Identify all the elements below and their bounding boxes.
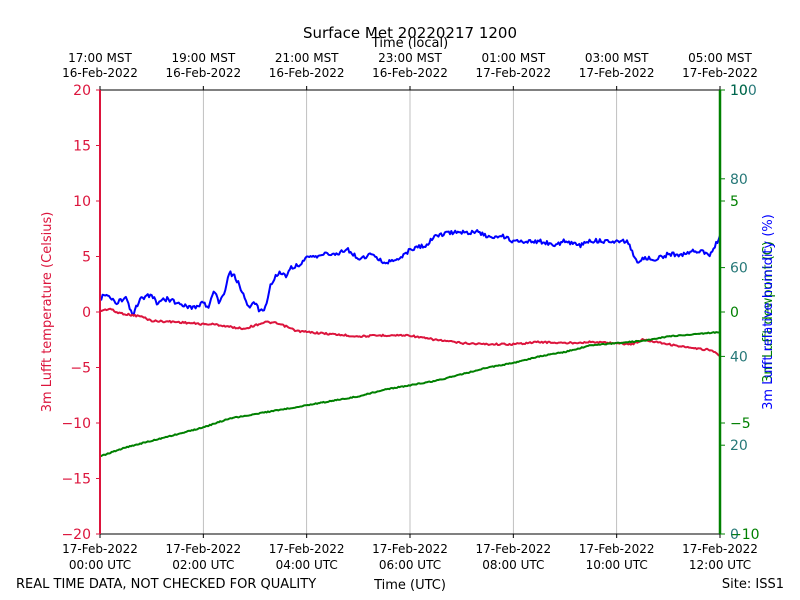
left-axis-label: 3m Lufft temperature (Celsius) — [40, 212, 55, 413]
top-tick-time-2: 21:00 MST — [275, 51, 339, 65]
bottom-tick-date-4: 17-Feb-2022 — [475, 542, 551, 556]
bottom-tick-time-3: 06:00 UTC — [379, 558, 441, 572]
left-tick-label-7: −15 — [61, 472, 91, 488]
left-tick-label-6: −10 — [61, 416, 91, 432]
bottom-tick-time-5: 10:00 UTC — [586, 558, 648, 572]
left-tick-label-3: 5 — [82, 250, 91, 266]
left-tick-label-1: 15 — [73, 139, 91, 155]
top-tick-time-0: 17:00 MST — [68, 51, 132, 65]
top-tick-time-1: 19:00 MST — [171, 51, 235, 65]
left-tick-label-4: 0 — [82, 305, 91, 321]
right-axis-label-dewpoint: 3m Lufft dewpoint (C) — [761, 241, 776, 383]
series-layer — [99, 229, 721, 458]
top-tick-date-2: 16-Feb-2022 — [269, 66, 345, 80]
top-tick-time-3: 23:00 MST — [378, 51, 442, 65]
dewpoint-tick-label-4: −10 — [730, 527, 760, 543]
rh-tick-label-5: 0 — [730, 527, 739, 543]
chart-title: Surface Met 20220217 1200 — [303, 24, 517, 42]
dewpoint-tick-label-0: 10 — [730, 83, 748, 99]
top-tick-date-1: 16-Feb-2022 — [165, 66, 241, 80]
dewpoint-tick-label-2: 0 — [730, 305, 739, 321]
rh-tick-label-2: 60 — [730, 261, 748, 277]
bottom-tick-date-5: 17-Feb-2022 — [579, 542, 655, 556]
left-tick-label-5: −5 — [70, 361, 91, 377]
top-axis-label: Time (local) — [371, 36, 448, 51]
bottom-tick-time-0: 00:00 UTC — [69, 558, 131, 572]
rh-tick-label-0: 100 — [730, 83, 757, 99]
bottom-tick-date-3: 17-Feb-2022 — [372, 542, 448, 556]
bottom-tick-time-4: 08:00 UTC — [482, 558, 544, 572]
right-axis-label-rh: 3m Lufft relative humidity (%) — [761, 214, 776, 410]
bottom-tick-date-2: 17-Feb-2022 — [269, 542, 345, 556]
top-tick-date-0: 16-Feb-2022 — [62, 66, 138, 80]
top-tick-date-5: 17-Feb-2022 — [579, 66, 655, 80]
bottom-tick-date-6: 17-Feb-2022 — [682, 542, 758, 556]
bottom-tick-date-0: 17-Feb-2022 — [62, 542, 138, 556]
bottom-tick-time-2: 04:00 UTC — [276, 558, 338, 572]
top-tick-date-3: 16-Feb-2022 — [372, 66, 448, 80]
left-tick-label-2: 10 — [73, 194, 91, 210]
rh-tick-label-1: 80 — [730, 172, 748, 188]
rh-tick-label-3: 40 — [730, 349, 748, 365]
bottom-tick-date-1: 17-Feb-2022 — [165, 542, 241, 556]
top-tick-date-4: 17-Feb-2022 — [475, 66, 551, 80]
series-line-1 — [99, 229, 721, 317]
top-tick-time-5: 03:00 MST — [585, 51, 649, 65]
bottom-tick-time-1: 02:00 UTC — [172, 558, 234, 572]
left-tick-label-8: −20 — [61, 527, 91, 543]
top-tick-time-4: 01:00 MST — [481, 51, 545, 65]
series-line-2 — [99, 331, 721, 458]
bottom-tick-time-6: 12:00 UTC — [689, 558, 751, 572]
top-tick-date-6: 17-Feb-2022 — [682, 66, 758, 80]
bottom-axis-label: Time (UTC) — [373, 578, 446, 593]
dewpoint-tick-label-3: −5 — [730, 416, 751, 432]
vertical-gridlines — [202, 90, 618, 534]
quality-note: REAL TIME DATA, NOT CHECKED FOR QUALITY — [16, 577, 316, 592]
left-tick-label-0: 20 — [73, 83, 91, 99]
top-tick-time-6: 05:00 MST — [688, 51, 752, 65]
rh-tick-label-4: 20 — [730, 438, 748, 454]
dewpoint-tick-label-1: 5 — [730, 194, 739, 210]
axes-layer: 17-Feb-2022 00:00 UTC 17-Feb-2022 02:00 UTC… — [61, 51, 759, 572]
site-label: Site: ISS1 — [722, 577, 784, 592]
